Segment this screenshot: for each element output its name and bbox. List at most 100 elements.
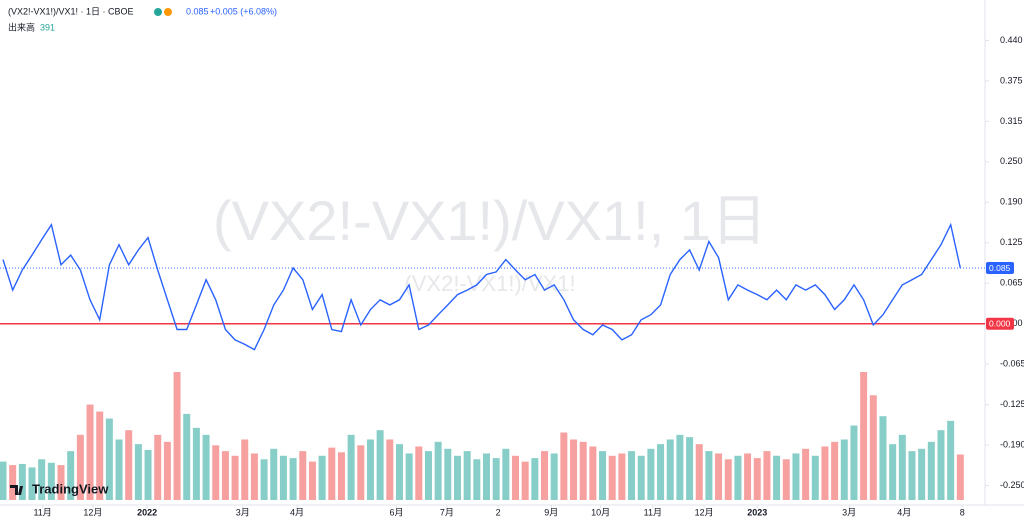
volume-bar <box>18 463 26 500</box>
volume-bar <box>0 461 7 500</box>
volume-bar <box>802 448 810 500</box>
volume-bar <box>250 453 258 500</box>
volume-bar <box>734 455 742 500</box>
volume-bar <box>889 444 897 500</box>
volume-bar <box>202 434 210 500</box>
volume-bar <box>76 434 84 500</box>
x-tick-label: 12月 <box>83 507 102 517</box>
volume-bar <box>869 395 877 500</box>
volume-bar <box>773 455 781 500</box>
volume-bar <box>434 441 442 500</box>
volume-bar <box>192 427 200 500</box>
volume-bar <box>28 467 36 500</box>
volume-bar <box>821 446 829 500</box>
volume-bar <box>105 418 113 500</box>
volume-bar <box>628 451 636 500</box>
volume-bar <box>57 465 65 500</box>
volume-bar <box>908 451 916 500</box>
volume-bar <box>947 420 955 500</box>
volume-bar <box>512 455 520 500</box>
volume-bar <box>927 441 935 500</box>
last-price-label-bg <box>986 262 1014 275</box>
volume-bar <box>879 416 887 500</box>
volume-bar <box>483 453 490 500</box>
x-tick-label: 7月 <box>440 507 454 517</box>
volume-label: 出来高 <box>8 21 35 32</box>
volume-bar <box>38 459 46 500</box>
volume-bar <box>792 453 800 500</box>
x-tick-label: 4月 <box>290 507 304 517</box>
volume-bar <box>115 439 123 500</box>
volume-bar <box>753 458 761 500</box>
volume-bar <box>415 446 423 500</box>
volume-bar <box>860 372 868 500</box>
volume-bar <box>521 461 529 500</box>
volume-bar <box>550 453 558 500</box>
volume-bar <box>47 462 55 500</box>
volume-bar <box>221 451 229 500</box>
volume-bar <box>212 445 220 500</box>
volume-bar <box>541 451 549 500</box>
x-tick-label: 10月 <box>591 507 610 517</box>
volume-bar <box>744 453 752 500</box>
volume-bar <box>163 441 171 500</box>
x-tick-label: 9月 <box>544 507 558 517</box>
watermark-small: (VX2!-VX1!)/VX1! <box>404 271 575 296</box>
volume-bar <box>763 451 771 500</box>
volume-bar <box>666 439 674 500</box>
logo: TradingView <box>32 481 109 496</box>
volume-bar <box>608 455 616 500</box>
volume-bar <box>831 441 839 500</box>
y-tick-label: -0.250 <box>1000 480 1024 490</box>
change: +0.005 (+6.08%) <box>210 6 277 16</box>
y-tick-label: 0.065 <box>1000 278 1023 288</box>
volume-bar <box>444 448 452 500</box>
hline-label: 0.000 <box>989 318 1011 328</box>
volume-bar <box>637 455 645 500</box>
volume-bar <box>289 458 297 500</box>
volume-bar <box>86 404 94 500</box>
volume-bar <box>125 430 133 500</box>
x-tick-label: 11月 <box>33 507 51 517</box>
x-tick-label: 8 <box>960 507 965 517</box>
volume-bar <box>9 465 17 500</box>
y-tick-label: 0.315 <box>1000 116 1023 126</box>
volume-bar <box>782 459 790 500</box>
last-price-label: 0.085 <box>989 263 1011 273</box>
y-tick-label: -0.125 <box>1000 399 1024 409</box>
price-line <box>2 222 961 351</box>
y-tick-label: -0.065 <box>1000 359 1024 369</box>
x-tick-label: 3月 <box>842 507 856 517</box>
volume-bar <box>357 445 365 500</box>
volume-value: 391 <box>40 22 55 32</box>
volume-layer <box>0 372 964 500</box>
volume-bar <box>599 451 607 500</box>
volume-bar <box>705 451 713 500</box>
volume-bar <box>241 439 249 500</box>
volume-bar <box>589 446 597 500</box>
volume-bar <box>260 459 268 500</box>
volume-bar <box>134 444 142 500</box>
volume-bar <box>328 447 336 500</box>
volume-bar <box>570 439 578 500</box>
x-tick-label: 12月 <box>695 507 714 517</box>
volume-bar <box>715 453 723 500</box>
logo-icon <box>10 485 23 495</box>
volume-bar <box>453 455 461 500</box>
volume-bar <box>308 461 316 500</box>
volume-bar <box>531 458 539 500</box>
delay-badge <box>164 8 172 16</box>
y-tick-label: 0.190 <box>1000 197 1023 207</box>
volume-bar <box>231 455 239 500</box>
volume-bar <box>279 455 287 500</box>
volume-bar <box>144 449 152 500</box>
volume-bar <box>473 459 481 500</box>
x-tick-label: 3月 <box>236 507 250 517</box>
volume-bar <box>898 434 906 500</box>
volume-bar <box>811 455 819 500</box>
x-tick-label: 2022 <box>137 507 157 517</box>
volume-bar <box>647 448 655 500</box>
volume-bar <box>956 454 964 500</box>
x-tick-label: 2023 <box>747 507 767 517</box>
